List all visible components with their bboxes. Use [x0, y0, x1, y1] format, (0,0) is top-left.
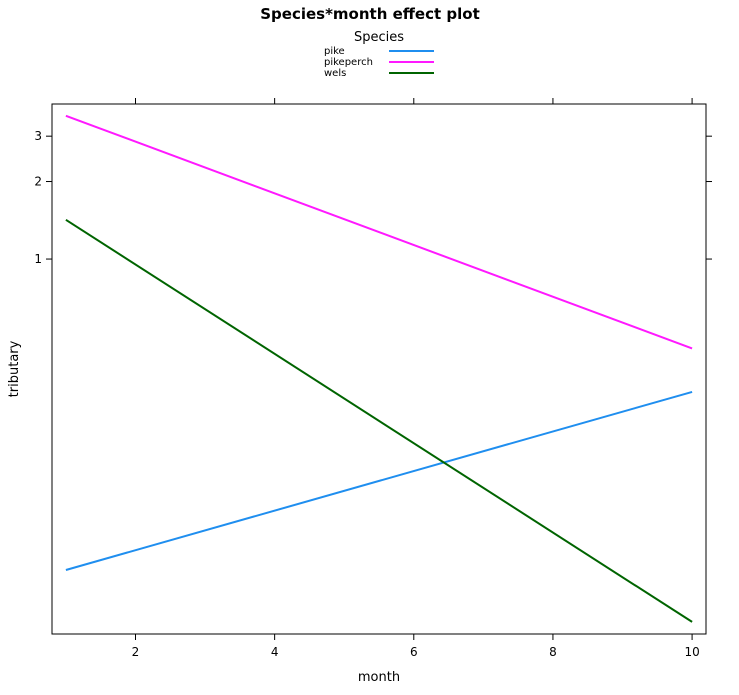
- series-line-pike: [65, 390, 693, 571]
- x-tick-label: 6: [410, 645, 418, 659]
- y-tick-label: 2: [34, 175, 42, 189]
- y-axis: 1 2 3: [34, 129, 712, 266]
- legend-label-pike: pike: [324, 46, 345, 57]
- y-axis-label: tributary: [7, 340, 22, 397]
- legend-title: Species: [354, 30, 404, 45]
- x-tick-label: 4: [271, 645, 279, 659]
- series-line-wels: [65, 218, 693, 623]
- x-tick-label: 10: [684, 645, 699, 659]
- legend-label-pikeperch: pikeperch: [324, 57, 373, 68]
- chart-title: Species*month effect plot: [260, 5, 480, 23]
- y-tick-label: 3: [34, 129, 42, 143]
- series-lines: [65, 114, 693, 623]
- x-tick-label: 2: [132, 645, 140, 659]
- x-axis-label: month: [358, 670, 400, 685]
- x-tick-label: 8: [549, 645, 557, 659]
- y-tick-label: 1: [34, 252, 42, 266]
- plot-frame: [51, 103, 707, 635]
- series-line-pikeperch: [65, 114, 693, 350]
- x-axis: 2 4 6 8 10: [132, 98, 700, 659]
- legend-label-wels: wels: [324, 68, 346, 79]
